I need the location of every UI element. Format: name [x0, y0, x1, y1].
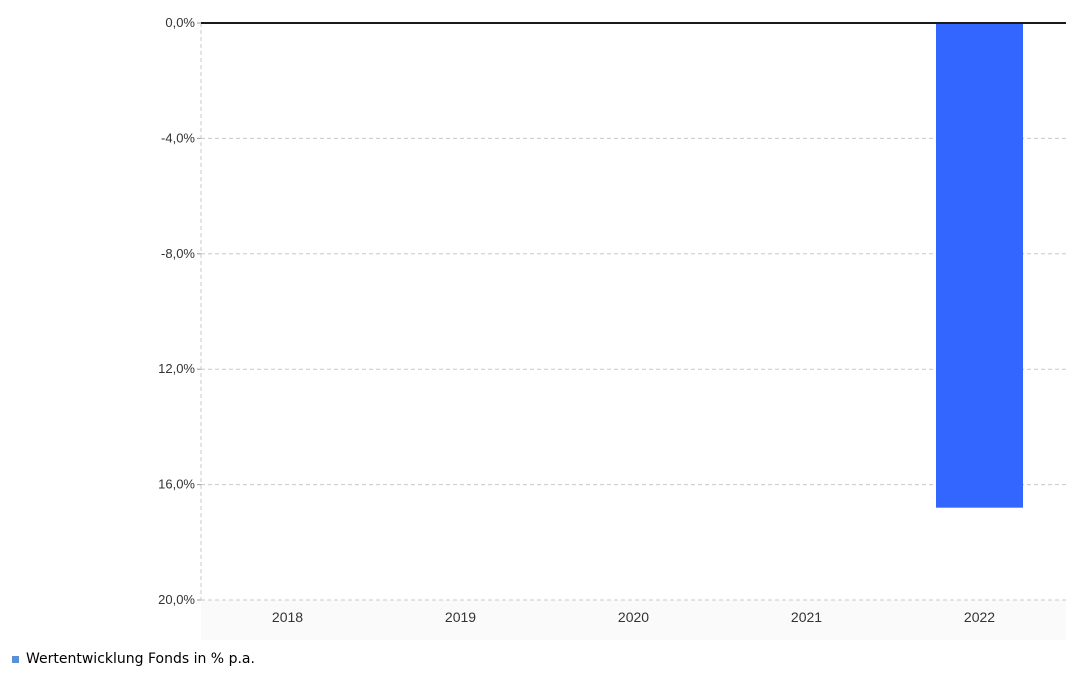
- y-tick-label: 12,0%: [158, 361, 195, 376]
- y-axis-tick-labels: 0,0% -4,0% -8,0% 12,0% 16,0% 20,0%: [158, 15, 195, 607]
- x-tick-label: 2019: [445, 609, 476, 625]
- x-axis-tick-labels: 2018 2019 2020 2021 2022: [272, 609, 995, 625]
- legend: Wertentwicklung Fonds in % p.a.: [12, 649, 255, 669]
- y-tick-label: -4,0%: [161, 130, 195, 145]
- x-tick-label: 2022: [964, 609, 995, 625]
- bars: [936, 23, 1023, 508]
- x-tick-label: 2018: [272, 609, 303, 625]
- y-tick-label: 16,0%: [158, 477, 195, 492]
- grid-lines: [197, 22, 1066, 601]
- x-tick-label: 2020: [618, 609, 649, 625]
- x-tick-label: 2021: [791, 609, 822, 625]
- plot-background: [0, 0, 1066, 640]
- y-tick-label: -8,0%: [161, 246, 195, 261]
- y-tick-label: 20,0%: [158, 592, 195, 607]
- bar-chart: 0,0%-4,0%-8,0%12,0%16,0%20,0% 2018 2019 20…: [0, 0, 1066, 640]
- legend-swatch: [12, 655, 19, 663]
- bar-2022: [936, 23, 1023, 508]
- legend-label: Wertentwicklung Fonds in % p.a.: [26, 651, 255, 667]
- y-tick-label: 0,0%: [165, 15, 195, 30]
- x-axis-band: [201, 600, 1066, 640]
